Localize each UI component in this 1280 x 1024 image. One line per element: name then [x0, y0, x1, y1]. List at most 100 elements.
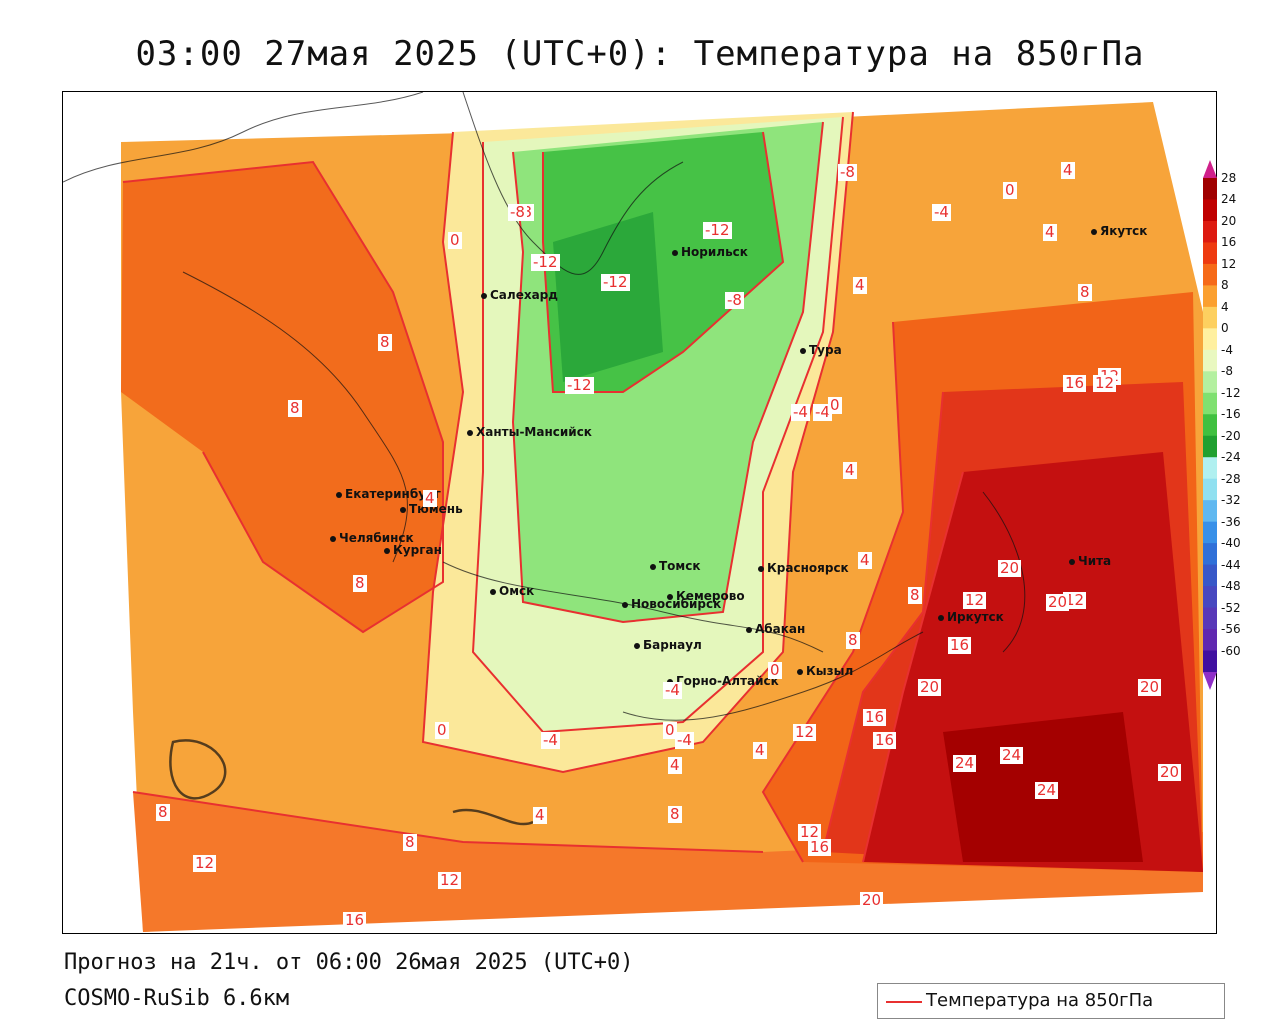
city-label: Кызыл	[806, 664, 854, 678]
colorbar-tick-label: -44	[1221, 557, 1241, 572]
isoline-value-label: -4	[932, 203, 951, 221]
city-marker	[1091, 229, 1097, 235]
legend: Температура на 850гПа	[877, 983, 1225, 1019]
isoline-value-label: -12	[601, 273, 630, 291]
city-marker	[650, 564, 656, 570]
legend-label: Температура на 850гПа	[926, 990, 1154, 1011]
colorbar-tick-label: -52	[1221, 600, 1241, 615]
isoline-value-label: 8	[846, 631, 860, 649]
city-marker	[330, 536, 336, 542]
colorbar-tick-label: 0	[1221, 321, 1229, 336]
colorbar-tick-label: -16	[1221, 407, 1241, 422]
colorbar-tick-label: -24	[1221, 450, 1241, 465]
colorbar-swatch	[1203, 478, 1217, 501]
isoline-value-label: 20	[918, 678, 942, 696]
city-label: Омск	[499, 584, 535, 598]
colorbar-swatch	[1203, 392, 1217, 415]
isoline-value-label: 4	[1043, 223, 1057, 241]
city-label: Салехард	[490, 288, 558, 302]
city-label: Челябинск	[339, 531, 414, 545]
colorbar-tick-label: -28	[1221, 471, 1241, 486]
isoline-value-label: 8	[378, 333, 392, 351]
isoline-value-label: 8	[156, 803, 170, 821]
isoline-value-label: 20	[1158, 763, 1182, 781]
isoline-value-label: 0	[1003, 181, 1017, 199]
colorbar-swatch	[1203, 178, 1217, 200]
city-label: Красноярск	[767, 561, 849, 575]
colorbar-swatch	[1203, 650, 1217, 673]
zone-plus8-west	[121, 162, 443, 632]
isoline-value-label: 4	[423, 489, 437, 507]
isoline-value-label: -8	[838, 163, 857, 181]
isoline-value-label: -4	[675, 731, 694, 749]
city-label: Кемерово	[676, 589, 745, 603]
isoline-value-label: -12	[565, 376, 594, 394]
city-marker	[1069, 559, 1075, 565]
city-marker	[384, 548, 390, 554]
city-marker	[667, 594, 673, 600]
colorbar-tick-label: -4	[1221, 342, 1233, 357]
city-label: Иркутск	[947, 610, 1004, 624]
map-title: 03:00 27мая 2025 (UTC+0): Температура на…	[135, 34, 1145, 74]
temperature-map	[63, 92, 1203, 932]
colorbar-tick-label: -32	[1221, 493, 1241, 508]
colorbar-tick-label: -48	[1221, 579, 1241, 594]
isoline-value-label: 16	[863, 708, 887, 726]
colorbar-swatch	[1203, 371, 1217, 394]
isoline-value-label: 4	[753, 741, 767, 759]
isoline-value-label: 8	[403, 833, 417, 851]
colorbar-swatch	[1203, 607, 1217, 630]
colorbar-swatch	[1203, 435, 1217, 458]
isoline-value-label: 8	[353, 574, 367, 592]
city-label: Чита	[1078, 554, 1112, 568]
city-marker	[336, 492, 342, 498]
isoline-value-label: 12	[438, 871, 462, 889]
city-marker	[467, 430, 473, 436]
colorbar-swatch	[1203, 328, 1217, 351]
isoline-value-label: 16	[808, 838, 832, 856]
isoline-value-label: 4	[533, 806, 547, 824]
city-label: Новосибирск	[631, 597, 722, 611]
colorbar-tick-label: 12	[1221, 256, 1237, 271]
city-label: Тура	[809, 343, 842, 357]
isoline-value-label: -4	[813, 403, 832, 421]
isoline-value-label: 24	[1035, 781, 1059, 799]
isoline-value-label: 20	[1046, 593, 1070, 611]
city-label: Екатеринбург	[345, 487, 441, 501]
colorbar-swatch	[1203, 564, 1217, 587]
isoline-value-label: 12	[793, 723, 817, 741]
isoline-value-label: 16	[873, 731, 897, 749]
isoline-value-label: 4	[843, 461, 857, 479]
colorbar-swatch	[1203, 242, 1217, 265]
isoline-value-label: 4	[853, 276, 867, 294]
isoline-value-label: 0	[768, 661, 782, 679]
colorbar	[1203, 160, 1217, 690]
city-marker	[490, 589, 496, 595]
map-panel[interactable]: Салехард Норильск Тура Якутск Ханты-Мансийск…	[62, 91, 1217, 934]
city-label: Абакан	[755, 622, 806, 636]
isoline-value-label: 24	[1000, 746, 1024, 764]
city-label: Курган	[393, 543, 442, 557]
colorbar-swatch	[1203, 457, 1217, 480]
isoline-value-label: 16	[1063, 374, 1087, 392]
isoline-value-label: 16	[948, 636, 972, 654]
colorbar-swatch	[1203, 500, 1217, 523]
isoline-value-label: 24	[953, 754, 977, 772]
isolines	[122, 111, 964, 863]
isoline-value-label: -12	[531, 253, 560, 271]
colorbar-swatch	[1203, 220, 1217, 243]
isoline-value-label: -8	[508, 203, 527, 221]
colorbar-tick-label: -40	[1221, 536, 1241, 551]
colorbar-tick-label: 16	[1221, 235, 1237, 250]
colorbar-swatch	[1203, 414, 1217, 437]
model-info: COSMO-RuSib 6.6км	[64, 986, 290, 1011]
colorbar-swatch	[1203, 629, 1217, 652]
city-marker	[800, 348, 806, 354]
isoline-value-label: 0	[448, 231, 462, 249]
isoline-value-label: 0	[663, 721, 677, 739]
isoline-value-label: 0	[828, 396, 842, 414]
colorbar-tick-label: 4	[1221, 299, 1229, 314]
isoline-value-label: 12	[963, 591, 987, 609]
city-marker	[672, 250, 678, 256]
colorbar-swatch	[1203, 586, 1217, 609]
